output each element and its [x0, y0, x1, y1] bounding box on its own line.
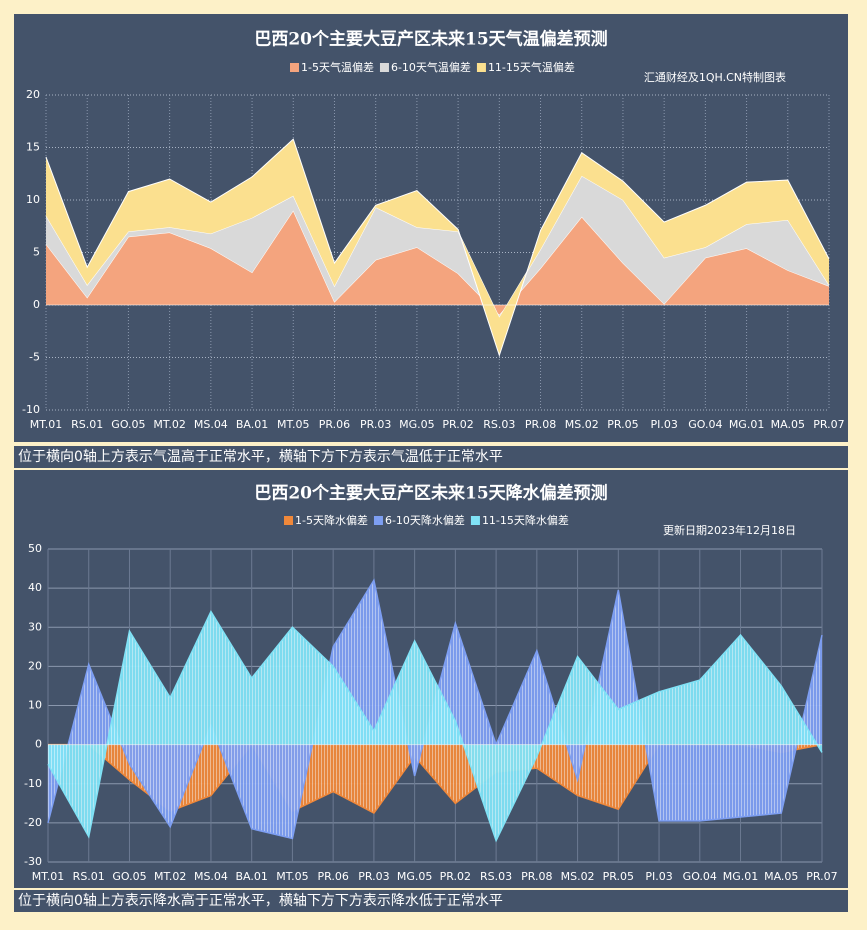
chart-title: 巴西20个主要大豆产区未来15天降水偏差预测: [254, 483, 607, 504]
y-tick-label: 30: [28, 620, 42, 633]
x-tick-label: BA.01: [235, 870, 267, 883]
x-tick-label: BA.01: [236, 418, 268, 431]
x-tick-label: RS.03: [483, 418, 515, 431]
x-tick-label: PR.06: [319, 418, 350, 431]
x-tick-label: MG.05: [399, 418, 435, 431]
x-tick-label: PR.05: [603, 870, 634, 883]
y-tick-label: -5: [29, 351, 40, 364]
x-tick-label: MS.02: [565, 418, 599, 431]
x-tick-label: MG.01: [723, 870, 759, 883]
x-tick-label: MT.02: [154, 870, 186, 883]
legend-label: 6-10天气温偏差: [391, 60, 471, 74]
legend-swatch: [373, 516, 383, 525]
x-tick-label: GO.05: [112, 870, 146, 883]
legend-swatch: [470, 516, 480, 525]
x-tick-label: PR.08: [525, 418, 556, 431]
x-tick-label: PR.02: [440, 870, 471, 883]
y-tick-label: 50: [28, 542, 42, 555]
x-tick-label: MT.05: [277, 418, 309, 431]
legend-label: 1-5天降水偏差: [295, 513, 368, 527]
x-tick-label: MA.05: [771, 418, 805, 431]
x-tick-label: MG.01: [729, 418, 765, 431]
y-tick-label: -10: [22, 403, 40, 416]
x-tick-label: GO.05: [111, 418, 145, 431]
x-tick-label: RS.03: [480, 870, 512, 883]
legend-swatch: [476, 63, 486, 72]
legend-swatch: [284, 516, 293, 525]
x-tick-label: RS.01: [73, 870, 105, 883]
legend-swatch: [379, 63, 389, 72]
note-bar: [14, 446, 848, 468]
y-tick-label: 40: [28, 581, 42, 594]
legend-swatch: [290, 63, 299, 72]
x-tick-label: MT.01: [32, 870, 64, 883]
x-tick-label: PR.03: [358, 870, 389, 883]
legend-label: 11-15天降水偏差: [482, 513, 569, 527]
x-tick-label: PR.03: [360, 418, 391, 431]
legend-label: 11-15天气温偏差: [488, 60, 575, 74]
chart-title: 巴西20个主要大豆产区未来15天气温偏差预测: [254, 29, 607, 50]
y-tick-label: 20: [26, 88, 40, 101]
note: 位于横向0轴上方表示气温高于正常水平，横轴下方下方表示气温低于正常水平: [18, 448, 503, 465]
x-tick-label: MS.02: [561, 870, 595, 883]
y-tick-label: -20: [24, 816, 42, 829]
x-tick-label: MS.04: [194, 870, 228, 883]
area-fill: [46, 175, 829, 318]
area-line: [45, 138, 830, 358]
y-tick-label: 10: [26, 193, 40, 206]
y-tick-label: 15: [26, 141, 40, 154]
area-fill: [46, 210, 829, 316]
x-tick-label: MT.01: [30, 418, 62, 431]
y-tick-label: -10: [24, 777, 42, 790]
x-tick-label: MT.05: [276, 870, 308, 883]
area-line: [47, 610, 823, 843]
note-bar: [14, 890, 848, 912]
legend-label: 6-10天降水偏差: [385, 513, 465, 527]
area-fill: [46, 139, 829, 356]
x-tick-label: MT.02: [153, 418, 185, 431]
x-tick-label: MA.05: [764, 870, 798, 883]
subtitle: 汇通财经及1QH.CN特制图表: [644, 70, 786, 84]
y-tick-label: 10: [28, 699, 42, 712]
x-tick-label: PR.07: [813, 418, 844, 431]
x-tick-label: PR.08: [521, 870, 552, 883]
note: 位于横向0轴上方表示降水高于正常水平，横轴下方下方表示降水低于正常水平: [18, 892, 503, 909]
x-tick-label: GO.04: [683, 870, 717, 883]
subtitle: 更新日期2023年12月18日: [663, 523, 796, 537]
x-tick-label: MG.05: [397, 870, 433, 883]
x-tick-label: GO.04: [688, 418, 722, 431]
y-tick-label: 5: [33, 246, 40, 259]
x-tick-label: PI.03: [645, 870, 672, 883]
x-tick-label: RS.01: [71, 418, 103, 431]
x-tick-label: PI.03: [650, 418, 677, 431]
x-tick-label: MS.04: [194, 418, 228, 431]
y-tick-label: 20: [28, 659, 42, 672]
y-tick-label: -30: [24, 855, 42, 868]
x-tick-label: PR.02: [442, 418, 473, 431]
y-tick-label: 0: [33, 298, 40, 311]
x-tick-label: PR.06: [317, 870, 348, 883]
area-fill: [48, 611, 822, 841]
legend-label: 1-5天气温偏差: [301, 60, 374, 74]
y-tick-label: 0: [35, 738, 42, 751]
x-tick-label: PR.05: [607, 418, 638, 431]
x-tick-label: PR.07: [806, 870, 837, 883]
